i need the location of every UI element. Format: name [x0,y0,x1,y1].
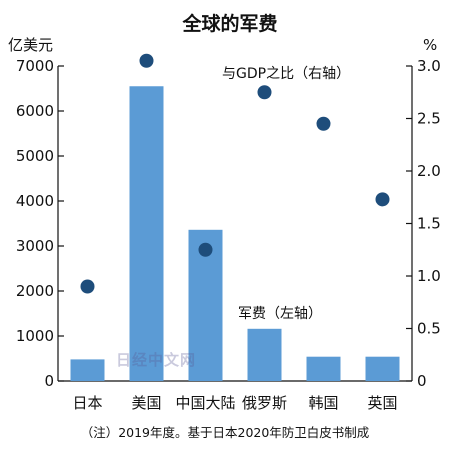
left-tick-label: 3000 [16,237,54,255]
left-tick-label: 2000 [16,282,54,300]
left-tick-label: 7000 [16,57,54,75]
bar-series [70,86,400,381]
legend-ratio-label: 与GDP之比（右轴） [222,66,350,82]
left-tick-label: 6000 [16,102,54,120]
right-tick-label: 0.5 [417,320,441,338]
category-label: 日本 [72,394,102,412]
left-tick-label: 1000 [16,327,54,345]
ratio-point [80,279,95,294]
left-tick-label: 4000 [16,192,54,210]
right-axis-unit: % [423,36,437,54]
right-axis-ticks: 0 0.5 1.0 1.5 2.0 2.5 3.0 [406,57,441,390]
category-label: 中国大陆 [175,394,235,412]
left-axis-ticks: 0 1000 2000 3000 4000 5000 6000 7000 [16,57,64,390]
left-axis-unit: 亿美元 [8,36,53,54]
right-tick-label: 0 [417,372,427,390]
ratio-point [139,53,154,68]
ratio-point [198,242,213,257]
category-label: 韩国 [308,394,338,412]
legend-spending-label: 军费（左轴） [238,306,322,322]
right-tick-label: 1.5 [417,215,441,233]
bar [365,356,400,381]
footnote: （注）2019年度。基于日本2020年防卫白皮书制成 [81,425,370,440]
bar [306,356,341,381]
ratio-point [316,116,331,131]
ratio-point [375,192,390,207]
category-label: 美国 [131,394,161,412]
left-tick-label: 0 [44,372,54,390]
chart-title: 全球的军费 [181,12,277,35]
watermark: 日经中文网 [116,351,197,369]
ratio-series [80,53,390,294]
right-tick-label: 2.5 [417,110,441,128]
right-tick-label: 2.0 [417,162,441,180]
category-label: 俄罗斯 [242,394,287,412]
right-tick-label: 1.0 [417,267,441,285]
ratio-point [257,85,272,100]
category-label: 英国 [367,394,397,412]
bar [129,86,164,381]
bar [247,328,282,381]
category-labels: 日本 美国 中国大陆 俄罗斯 韩国 英国 [72,394,397,412]
right-tick-label: 3.0 [417,57,441,75]
left-tick-label: 5000 [16,147,54,165]
bar [70,359,105,381]
